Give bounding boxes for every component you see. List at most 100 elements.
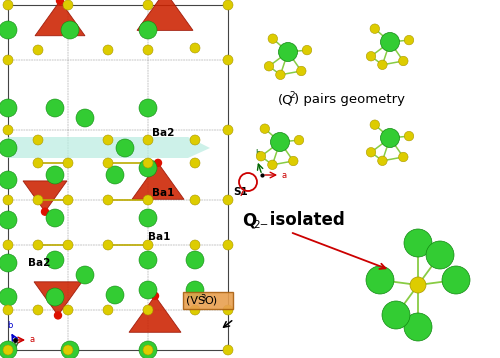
Circle shape [270, 132, 289, 151]
Circle shape [278, 43, 297, 62]
Text: c: c [14, 356, 18, 358]
Circle shape [288, 156, 298, 166]
Text: (VS: (VS [186, 295, 205, 305]
Text: isolated: isolated [264, 211, 345, 229]
Circle shape [3, 345, 13, 355]
Circle shape [366, 266, 394, 294]
Circle shape [54, 312, 62, 319]
Text: O): O) [204, 295, 217, 305]
Circle shape [190, 195, 200, 205]
Circle shape [398, 56, 408, 66]
Circle shape [103, 240, 113, 250]
Circle shape [143, 345, 153, 355]
Circle shape [143, 195, 153, 205]
Circle shape [268, 34, 278, 43]
Circle shape [404, 229, 432, 257]
Circle shape [380, 129, 400, 147]
Circle shape [190, 305, 200, 315]
Polygon shape [35, 1, 85, 36]
Circle shape [404, 35, 414, 45]
Circle shape [223, 55, 233, 65]
Text: Ba1: Ba1 [152, 188, 174, 198]
Text: ) pairs geometry: ) pairs geometry [294, 93, 405, 106]
Circle shape [264, 62, 274, 71]
Polygon shape [137, 0, 193, 30]
Polygon shape [8, 137, 210, 158]
Circle shape [103, 45, 113, 55]
Text: Q: Q [242, 211, 256, 229]
Text: 3: 3 [200, 294, 205, 303]
Circle shape [380, 33, 400, 52]
Circle shape [46, 288, 64, 306]
Circle shape [61, 341, 79, 358]
Circle shape [223, 345, 233, 355]
Text: b: b [255, 149, 260, 158]
Polygon shape [23, 181, 67, 212]
Circle shape [3, 55, 13, 65]
Circle shape [106, 166, 124, 184]
Circle shape [33, 45, 43, 55]
Text: Ba1: Ba1 [148, 232, 171, 242]
Circle shape [46, 99, 64, 117]
Text: S1: S1 [233, 187, 248, 197]
Circle shape [294, 135, 304, 145]
Circle shape [382, 301, 410, 329]
Circle shape [260, 124, 270, 134]
Circle shape [0, 341, 17, 358]
Circle shape [378, 60, 387, 69]
Circle shape [223, 305, 233, 315]
Polygon shape [34, 282, 82, 315]
Circle shape [398, 152, 408, 162]
Circle shape [186, 251, 204, 269]
Circle shape [190, 135, 200, 145]
Circle shape [103, 305, 113, 315]
Text: a: a [282, 170, 287, 179]
Circle shape [0, 288, 17, 306]
Circle shape [0, 254, 17, 272]
Circle shape [103, 158, 113, 168]
Circle shape [143, 135, 153, 145]
Circle shape [296, 66, 306, 76]
Circle shape [33, 135, 43, 145]
Text: Ba2: Ba2 [152, 128, 174, 138]
Circle shape [63, 158, 73, 168]
Circle shape [139, 159, 157, 177]
Circle shape [223, 125, 233, 135]
Circle shape [116, 139, 134, 157]
Circle shape [46, 251, 64, 269]
Circle shape [63, 0, 73, 10]
Circle shape [154, 159, 162, 166]
Circle shape [33, 158, 43, 168]
Circle shape [106, 286, 124, 304]
Circle shape [33, 195, 43, 205]
Circle shape [186, 281, 204, 299]
Circle shape [139, 251, 157, 269]
Circle shape [3, 195, 13, 205]
Circle shape [63, 240, 73, 250]
Circle shape [3, 240, 13, 250]
Circle shape [33, 240, 43, 250]
Circle shape [366, 52, 376, 61]
Circle shape [63, 345, 73, 355]
Circle shape [33, 305, 43, 315]
Circle shape [76, 266, 94, 284]
Circle shape [61, 21, 79, 39]
Text: (Q: (Q [278, 93, 293, 106]
Circle shape [0, 21, 17, 39]
Circle shape [139, 21, 157, 39]
Circle shape [366, 147, 376, 157]
Circle shape [152, 292, 158, 299]
Circle shape [426, 241, 454, 269]
Circle shape [46, 209, 64, 227]
Circle shape [42, 208, 48, 215]
Circle shape [0, 211, 17, 229]
Circle shape [268, 160, 277, 170]
Circle shape [139, 99, 157, 117]
Circle shape [143, 158, 153, 168]
Bar [183, 292, 233, 309]
Circle shape [3, 305, 13, 315]
Circle shape [3, 0, 13, 10]
Circle shape [139, 281, 157, 299]
Circle shape [46, 166, 64, 184]
Text: 2: 2 [289, 92, 294, 101]
